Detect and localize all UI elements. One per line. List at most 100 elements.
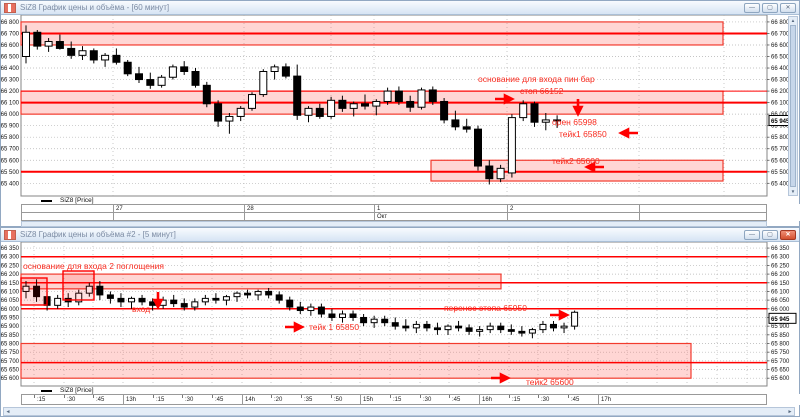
time-axis-label: [93, 395, 94, 398]
svg-text:66 600: 66 600: [1, 43, 20, 49]
price-level-lines: [21, 32, 767, 173]
candle: [233, 292, 241, 298]
day-label: 28: [247, 205, 254, 212]
svg-text:66 600: 66 600: [771, 43, 790, 49]
svg-text:66 200: 66 200: [771, 272, 790, 278]
candle: [201, 297, 209, 303]
price-axis-labels: 66 350 66 350 66 300 66 300 66 250 66 250 66 2…: [1, 246, 797, 382]
candle: [339, 313, 346, 318]
minute-label: :45: [571, 396, 580, 403]
legend-label: SiZ8 [Price]: [60, 197, 94, 204]
minimize-button[interactable]: —: [744, 229, 760, 240]
close-button[interactable]: ✕: [780, 2, 796, 13]
svg-text:66 150: 66 150: [1, 281, 20, 287]
svg-text:66 700: 66 700: [1, 31, 20, 37]
candle: [112, 54, 121, 63]
candle: [55, 41, 64, 49]
time-axis-label: [182, 395, 183, 398]
chart-window-60min: SiZ8 График цены и объёма - [60 минут] —…: [0, 0, 800, 227]
candle: [214, 103, 223, 122]
scroll-up-icon[interactable]: ▲: [790, 18, 796, 23]
svg-text:65 800: 65 800: [1, 135, 20, 141]
candle: [106, 294, 114, 299]
time-axis-label: [153, 395, 154, 398]
legend-line-icon: [41, 199, 52, 202]
scroll-left-icon[interactable]: ◄: [5, 409, 11, 415]
scroll-right-icon[interactable]: ►: [787, 409, 793, 415]
minute-label: :30: [423, 396, 432, 403]
hour-label: 17h: [601, 396, 612, 403]
candle: [465, 327, 473, 332]
time-axis-label: [598, 394, 599, 405]
time-axis-label: [374, 204, 375, 221]
candle: [417, 89, 426, 108]
svg-text:66 250: 66 250: [771, 263, 790, 269]
candle: [394, 90, 403, 102]
svg-text:65 850: 65 850: [771, 333, 790, 339]
pattern-highlight-box: [62, 270, 95, 301]
time-axis-label: [479, 394, 480, 405]
scroll-down-icon[interactable]: ▼: [790, 189, 796, 194]
svg-text:66 050: 66 050: [1, 298, 20, 304]
minute-label: :30: [541, 396, 550, 403]
candle: [236, 107, 245, 117]
time-axis-label: [123, 394, 124, 405]
scrollbar-thumb[interactable]: [790, 25, 796, 187]
minimize-button[interactable]: —: [744, 2, 760, 13]
candle: [146, 79, 155, 86]
candle: [315, 107, 324, 117]
candle: [265, 290, 273, 296]
time-axis-label: [449, 395, 450, 398]
candle: [530, 103, 539, 123]
candle: [485, 165, 494, 180]
candle: [391, 322, 399, 327]
horizontal-scrollbar[interactable]: [21, 221, 767, 227]
restore-button[interactable]: ▢: [762, 229, 778, 240]
svg-text:65 800: 65 800: [771, 341, 790, 347]
svg-text:66 700: 66 700: [771, 31, 790, 37]
candle: [423, 323, 431, 329]
time-axis-label: [271, 395, 272, 398]
svg-text:66 250: 66 250: [1, 263, 20, 269]
time-axis-label: [639, 204, 640, 221]
svg-text:66 000: 66 000: [771, 307, 790, 313]
candle: [328, 313, 336, 318]
close-button[interactable]: ✕: [780, 229, 796, 240]
svg-text:65 600: 65 600: [771, 376, 790, 382]
hour-label: 16h: [482, 396, 493, 403]
window-title: SiZ8 График цены и объёма #2 - [5 минут]: [20, 230, 176, 239]
chart-app-icon: [4, 2, 16, 13]
candle: [101, 54, 110, 61]
candles-layer: [22, 279, 579, 339]
legend-row: SiZ8 [Price]: [1, 197, 781, 204]
candle: [372, 100, 381, 107]
svg-text:65 900: 65 900: [771, 324, 790, 330]
titlebar-5min[interactable]: SiZ8 График цены и объёма #2 - [5 минут]…: [1, 228, 799, 242]
candle: [248, 94, 256, 109]
candle: [67, 47, 76, 56]
time-axis-label: [568, 395, 569, 398]
annotation-text: стоп 66152: [520, 86, 564, 96]
right-arrow-icon: [550, 309, 570, 321]
titlebar-60min[interactable]: SiZ8 График цены и объёма - [60 минут] —…: [1, 1, 799, 15]
vertical-scrollbar[interactable]: ▲ ▼: [788, 16, 798, 196]
svg-text:65 400: 65 400: [771, 181, 790, 187]
trade-annotations: основание для входа 2 поглощения вход тейк…: [20, 261, 574, 387]
price-level-lines: [21, 255, 767, 364]
restore-button[interactable]: ▢: [762, 2, 778, 13]
hour-label: 14h: [245, 396, 256, 403]
candle: [304, 107, 313, 116]
candle: [349, 313, 357, 318]
candle: [123, 61, 132, 75]
svg-text:65 500: 65 500: [771, 170, 790, 176]
time-axis-label: [331, 395, 332, 398]
candle: [370, 318, 378, 324]
candle: [444, 325, 452, 331]
svg-text:66 150: 66 150: [771, 281, 790, 287]
candle: [412, 323, 420, 329]
time-axis-label: [244, 204, 245, 221]
horizontal-scrollbar[interactable]: ◄ ►: [3, 407, 795, 416]
candle: [202, 84, 211, 105]
svg-text:65 750: 65 750: [771, 350, 790, 356]
